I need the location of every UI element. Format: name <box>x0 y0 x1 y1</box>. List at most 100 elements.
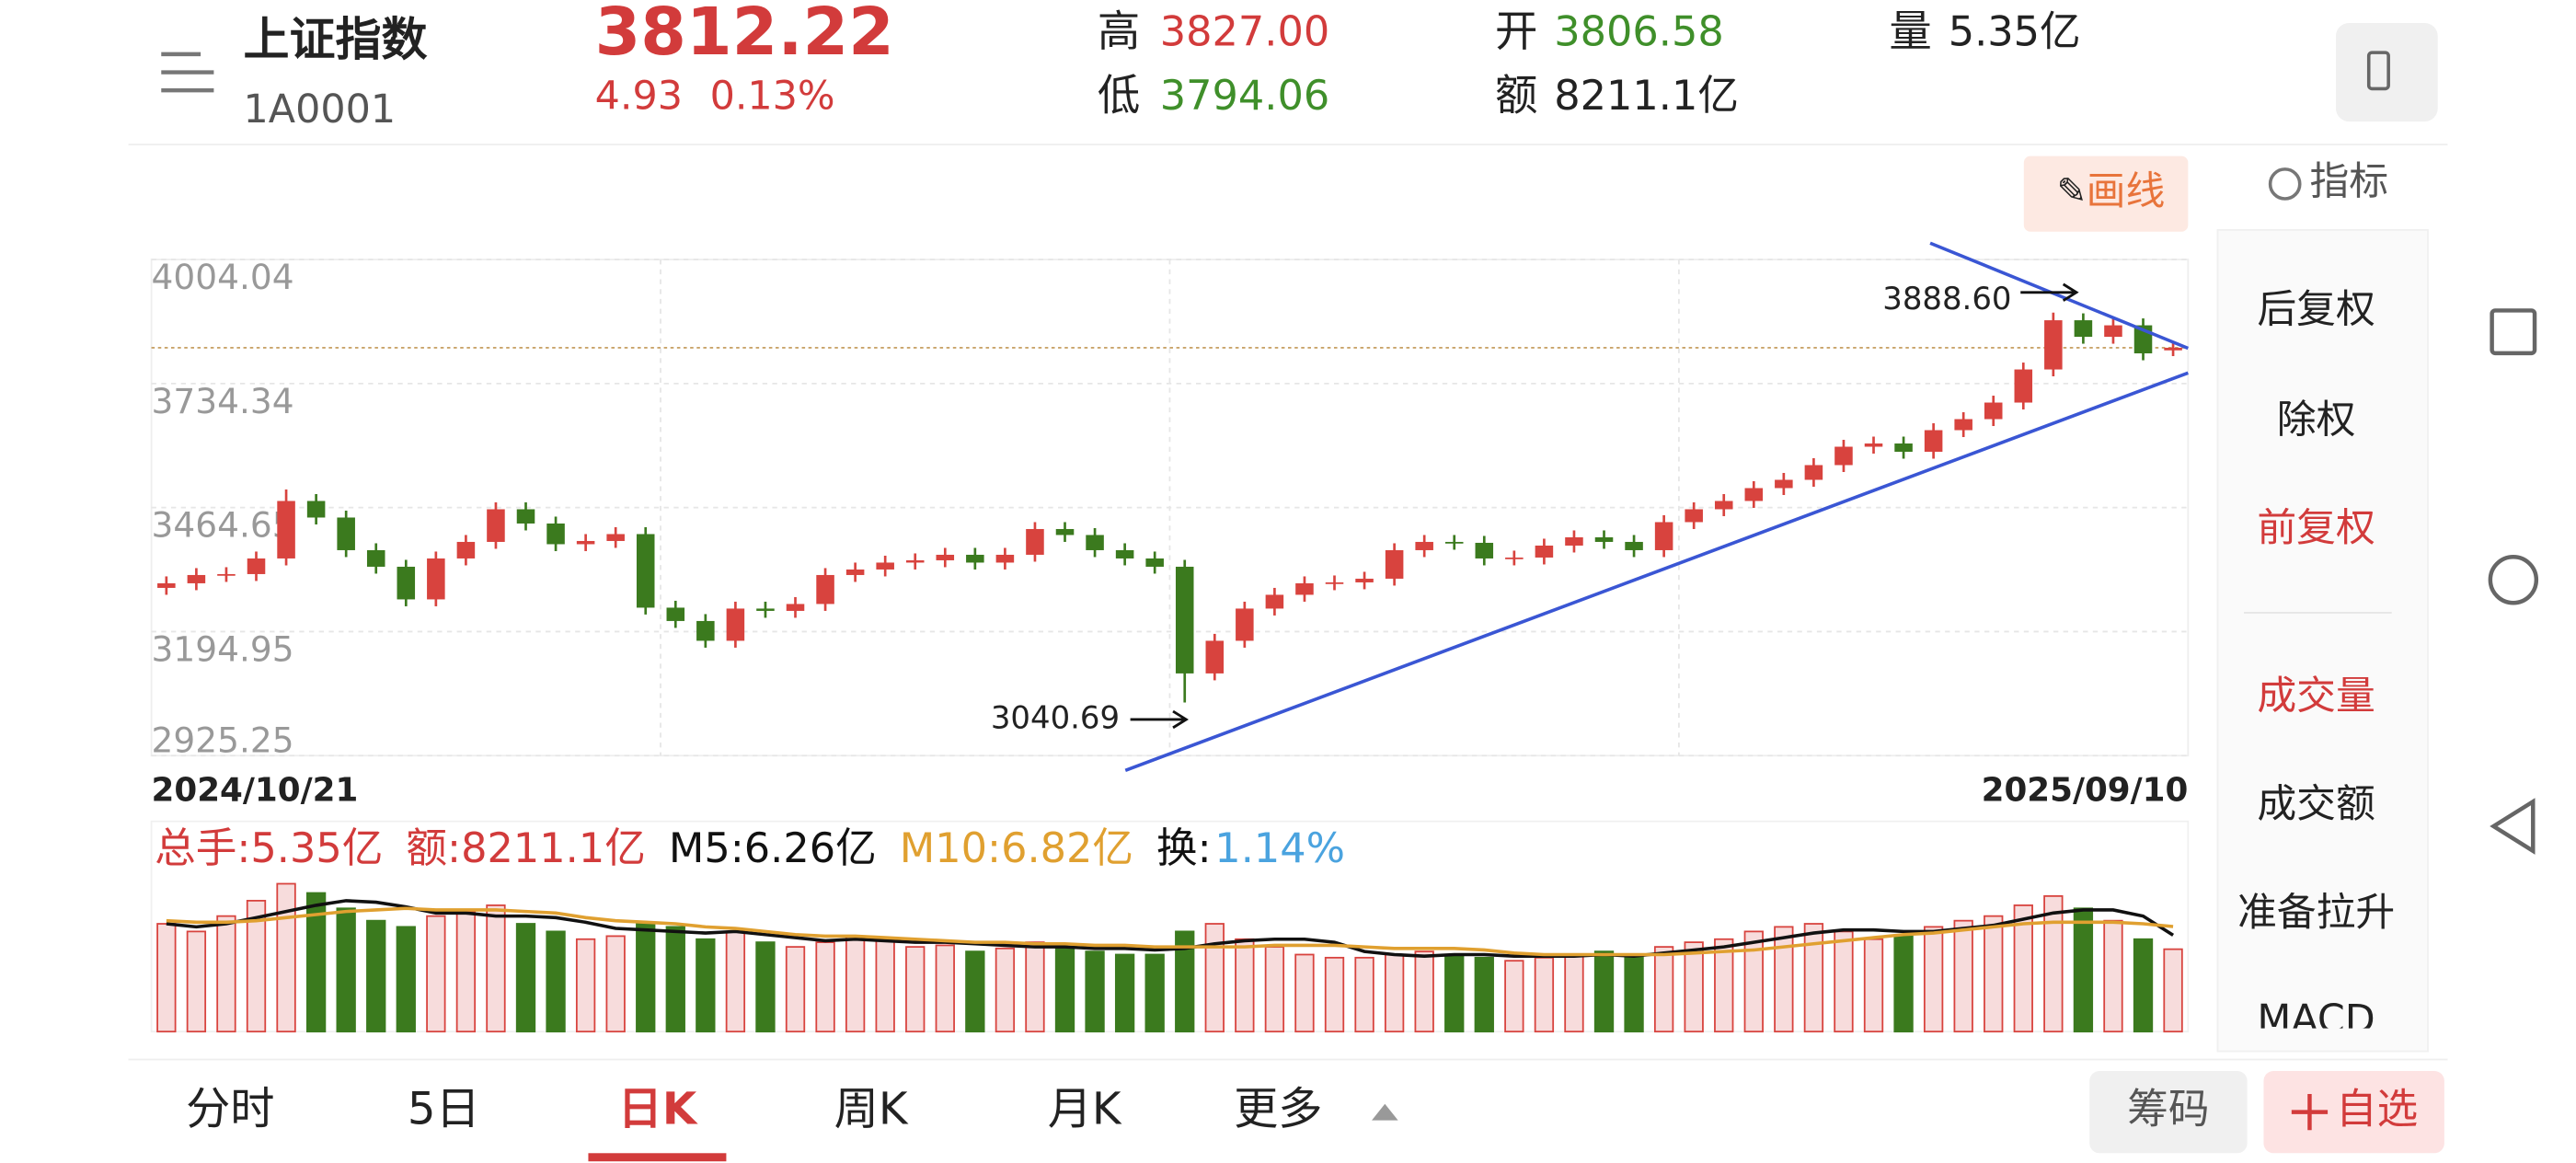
candle-body <box>786 604 805 611</box>
candle-body <box>456 541 476 558</box>
volume-bar <box>1564 953 1584 1033</box>
candle-body <box>516 509 535 524</box>
volume-bar <box>1893 935 1914 1033</box>
volume-bar <box>2013 904 2033 1033</box>
volume-bar <box>905 946 926 1033</box>
volume-bar <box>2073 907 2094 1033</box>
volume-bar <box>426 915 446 1033</box>
candle-body <box>726 608 745 641</box>
candle-body <box>1804 465 1823 480</box>
draw-button[interactable] <box>2023 155 2189 232</box>
tab[interactable]: 月K <box>1048 1084 1122 1135</box>
candle-body <box>1325 582 1344 584</box>
menu-item[interactable]: 后复权 <box>2257 287 2375 333</box>
candle-body <box>2074 320 2093 338</box>
price: 3812.22 <box>595 0 894 70</box>
volume-bar <box>1144 953 1165 1033</box>
candle-body <box>217 573 236 576</box>
volume-bar <box>2163 948 2183 1033</box>
volume-bar <box>1984 915 2004 1033</box>
volume-legend: M10:6.82亿 <box>900 824 1133 872</box>
menu-item[interactable]: 成交量 <box>2257 673 2375 719</box>
tab[interactable]: 更多 <box>1234 1084 1322 1135</box>
menu-icon[interactable] <box>161 52 214 93</box>
candle-body <box>696 620 715 641</box>
change-pct: 0.13% <box>710 74 835 120</box>
volume-bar <box>1923 926 1944 1033</box>
candle-body <box>845 569 865 575</box>
candle-body <box>1954 419 1972 431</box>
nav-recent[interactable] <box>2490 308 2537 356</box>
candle-body <box>366 549 385 567</box>
candle-body <box>1385 549 1404 579</box>
candle-body <box>905 559 925 563</box>
candle-body <box>1894 443 1913 453</box>
candle-body <box>1775 479 1793 489</box>
candle-body <box>1535 545 1554 558</box>
candle-body <box>1115 549 1134 558</box>
max-annotation: 3888.60 <box>1882 281 2011 317</box>
draw-icon: ✎ <box>2057 171 2087 213</box>
volume-bar <box>935 944 955 1033</box>
candle-body <box>2044 320 2063 370</box>
nav-home[interactable] <box>2488 554 2539 605</box>
volume-bar <box>1264 946 1285 1033</box>
change: 4.93 <box>595 74 683 120</box>
volume-bar <box>1114 953 1135 1033</box>
volume-bar <box>1834 930 1854 1033</box>
volume-bar <box>1324 956 1345 1033</box>
watchlist-button[interactable] <box>2263 1071 2444 1154</box>
menu-item[interactable]: 成交额 <box>2257 781 2375 827</box>
volume-bar <box>1743 930 1764 1033</box>
candle-body <box>1924 430 1943 453</box>
menu-item[interactable]: 前复权 <box>2257 505 2375 551</box>
candle-body <box>546 523 565 545</box>
tab[interactable]: 分时 <box>186 1084 274 1135</box>
menu-item[interactable]: MACD <box>2257 996 2375 1042</box>
volume-bar <box>2043 894 2064 1033</box>
candle-body <box>1236 608 1254 641</box>
volume-bar <box>276 882 296 1033</box>
candle-body <box>1444 541 1464 544</box>
volume-bar <box>995 947 1016 1033</box>
x-tick-label: 2024/10/21 <box>152 772 359 810</box>
volume-bar <box>455 910 477 1033</box>
volume-bar <box>2103 919 2123 1033</box>
candle-body <box>337 517 355 550</box>
candle-body <box>1175 566 1194 674</box>
menu-item[interactable]: 除权 <box>2277 397 2356 443</box>
nav-back[interactable] <box>2490 798 2536 855</box>
volume-bar <box>1354 956 1374 1033</box>
y-tick-label: 2925.25 <box>152 720 294 760</box>
tab-active[interactable]: 日K <box>618 1084 698 1135</box>
volume-legend: 换: <box>1156 824 1212 872</box>
candle-body <box>1834 446 1853 466</box>
menu-item[interactable]: 准备拉升 <box>2237 890 2395 936</box>
y-tick-label: 4004.04 <box>152 257 294 297</box>
tab[interactable]: 周K <box>834 1084 909 1135</box>
volume-bar <box>785 946 806 1033</box>
volume-bar <box>845 935 866 1033</box>
candle-body <box>1685 509 1703 523</box>
side-panel <box>2216 229 2429 1053</box>
arrow <box>1130 709 1190 730</box>
volume-bar <box>696 938 716 1033</box>
tab[interactable]: 5日 <box>408 1084 480 1135</box>
open-label: 开 <box>1495 6 1537 56</box>
volume-bar <box>1444 953 1465 1033</box>
rotate-icon <box>2366 51 2390 91</box>
chips-button[interactable] <box>2089 1071 2248 1154</box>
candle-body <box>816 574 834 605</box>
candle-body <box>277 501 295 558</box>
volume-bar <box>1863 938 1884 1033</box>
candle-body <box>1086 535 1104 550</box>
volume-bar <box>1953 919 1973 1033</box>
candle-body <box>1295 582 1314 595</box>
candle-body <box>427 558 445 600</box>
volume-bar <box>1294 953 1315 1033</box>
volume-bar <box>2133 938 2154 1033</box>
volume-bar <box>1504 960 1524 1033</box>
indicator-label[interactable]: 指标 <box>2309 158 2388 204</box>
index-code: 1A0001 <box>244 86 397 132</box>
